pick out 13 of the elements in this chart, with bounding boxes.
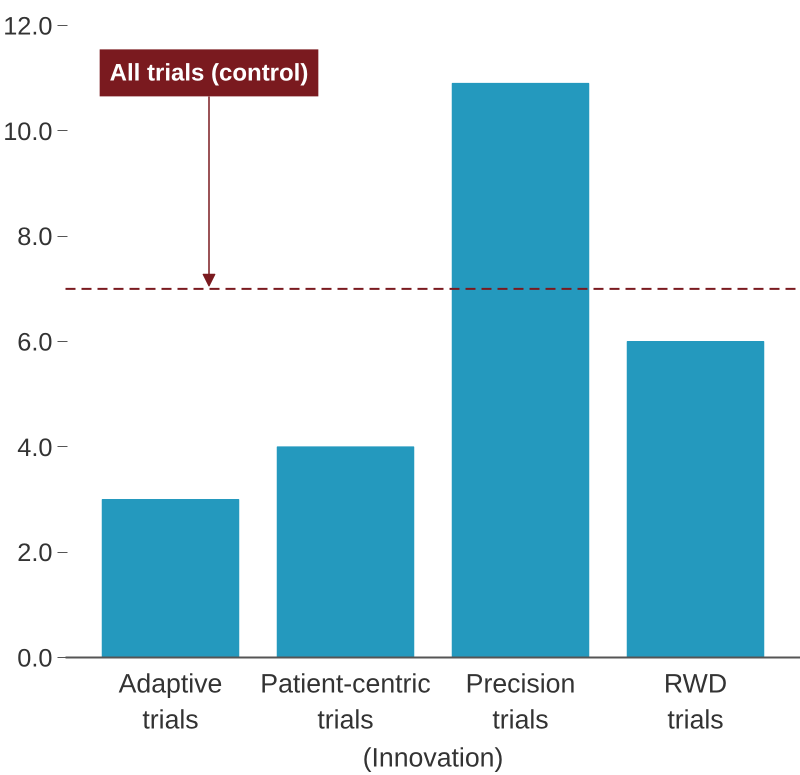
ref-line-label: All trials (control) — [110, 59, 308, 86]
x-tick-label: Patient-centric trials — [260, 668, 431, 734]
x-tick-label: Precision trials — [466, 668, 576, 734]
y-tick-label: 0.0 — [17, 644, 53, 672]
x-tick-label: Adaptive trials — [118, 668, 222, 734]
y-tick-label: 6.0 — [17, 328, 53, 356]
y-tick-label: 10.0 — [3, 118, 52, 146]
x-axis-title: (Innovation) — [362, 742, 504, 772]
y-tick-label: 8.0 — [17, 223, 53, 252]
y-tick-label: 2.0 — [17, 539, 53, 568]
x-tick-label: RWD trials — [664, 668, 728, 734]
y-tick-label: 12.0 — [3, 12, 52, 40]
y-tick-label: 4.0 — [17, 434, 53, 462]
